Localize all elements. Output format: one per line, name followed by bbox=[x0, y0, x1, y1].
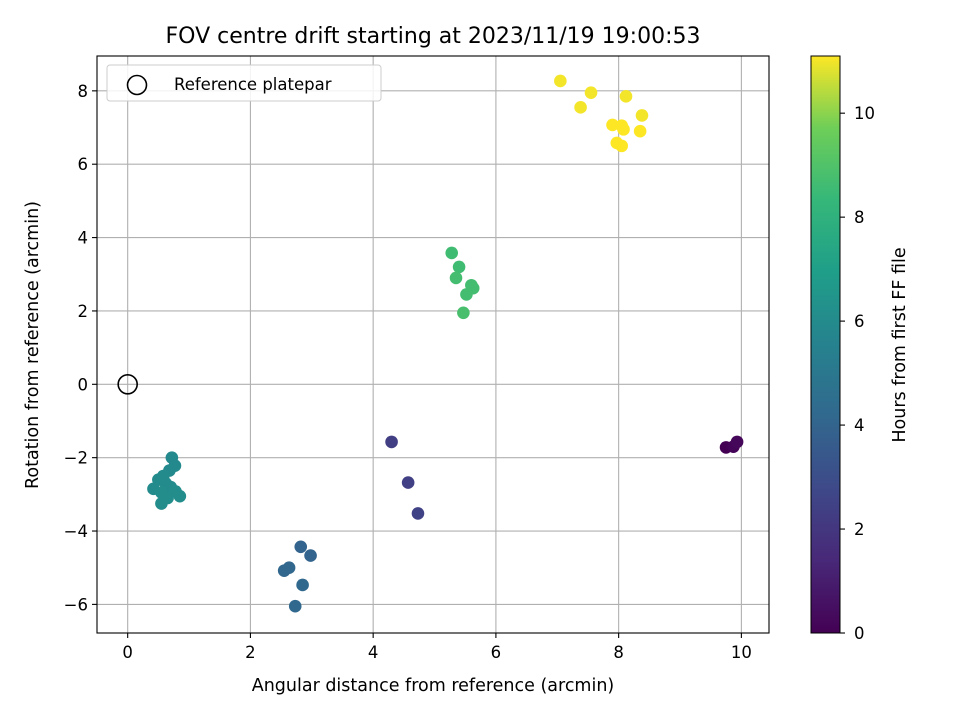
x-tick-label: 0 bbox=[122, 643, 133, 662]
colorbar-tick-label: 2 bbox=[854, 520, 865, 539]
data-point bbox=[385, 435, 398, 449]
data-point bbox=[635, 109, 649, 122]
data-point bbox=[288, 599, 302, 613]
y-tick-label: −4 bbox=[64, 522, 88, 541]
data-point bbox=[401, 476, 415, 489]
y-axis-ticks: −6 −4 −2 0 2 4 6 8 bbox=[64, 82, 97, 614]
data-point bbox=[574, 101, 587, 114]
colorbar bbox=[810, 55, 841, 634]
grid-lines bbox=[97, 56, 769, 633]
legend: Reference platepar bbox=[106, 64, 382, 102]
colorbar-ticks: 0 2 4 6 8 10 bbox=[840, 104, 875, 643]
colorbar-tick-label: 0 bbox=[854, 624, 865, 643]
colorbar-tick-label: 8 bbox=[854, 208, 865, 227]
data-point bbox=[155, 497, 168, 510]
data-point bbox=[584, 86, 598, 99]
x-tick-label: 8 bbox=[613, 643, 624, 662]
data-point bbox=[296, 578, 309, 592]
data-point bbox=[282, 561, 296, 575]
x-axis-ticks: 0 2 4 6 8 10 bbox=[122, 633, 752, 662]
data-point bbox=[554, 74, 567, 88]
x-tick-label: 4 bbox=[368, 643, 379, 662]
legend-marker-icon bbox=[126, 74, 148, 96]
colorbar-tick-label: 10 bbox=[854, 104, 875, 123]
chart-title: FOV centre drift starting at 2023/11/19 … bbox=[166, 24, 701, 49]
data-point bbox=[304, 549, 317, 562]
data-point bbox=[615, 139, 629, 153]
y-tick-label: 8 bbox=[78, 82, 89, 101]
x-axis-label: Angular distance from reference (arcmin) bbox=[252, 676, 615, 696]
data-point bbox=[173, 489, 187, 503]
x-tick-label: 10 bbox=[731, 643, 752, 662]
legend-box bbox=[106, 64, 382, 102]
data-point bbox=[606, 118, 619, 132]
data-point bbox=[449, 271, 463, 285]
colorbar-tick-label: 4 bbox=[854, 416, 865, 435]
y-tick-label: 4 bbox=[78, 229, 89, 248]
y-tick-label: −2 bbox=[64, 449, 88, 468]
reference-point-marker bbox=[117, 373, 138, 395]
data-point bbox=[460, 288, 473, 301]
data-point bbox=[457, 306, 470, 320]
y-tick-label: 0 bbox=[78, 375, 89, 394]
data-point bbox=[452, 260, 466, 274]
x-tick-label: 2 bbox=[245, 643, 256, 662]
data-point bbox=[445, 246, 459, 260]
data-point bbox=[633, 124, 647, 138]
y-tick-label: 6 bbox=[78, 155, 89, 174]
colorbar-tick-label: 6 bbox=[854, 312, 865, 331]
y-tick-label: 2 bbox=[78, 302, 89, 321]
data-point bbox=[617, 123, 630, 136]
legend-entry-label: Reference platepar bbox=[174, 75, 332, 94]
y-axis-label: Rotation from reference (arcmin) bbox=[23, 201, 43, 489]
y-tick-label: −6 bbox=[64, 595, 88, 614]
data-point bbox=[411, 507, 425, 520]
x-tick-label: 6 bbox=[491, 643, 502, 662]
data-point bbox=[294, 540, 308, 554]
plot-area-frame bbox=[96, 55, 770, 634]
data-points bbox=[147, 74, 744, 613]
data-point bbox=[619, 90, 633, 103]
data-point bbox=[730, 435, 744, 449]
colorbar-label: Hours from first FF file bbox=[890, 247, 910, 442]
